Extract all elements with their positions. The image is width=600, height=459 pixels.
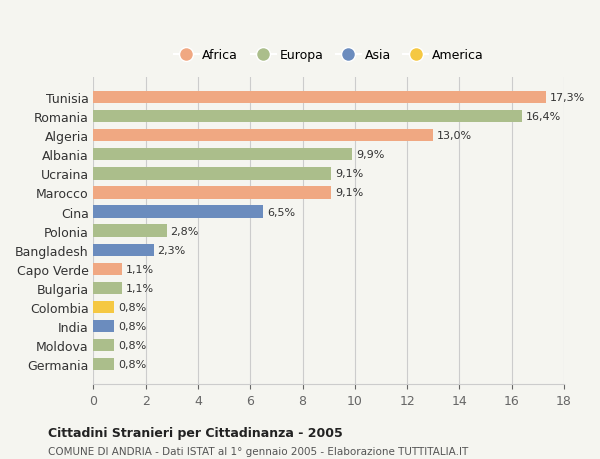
Text: 6,5%: 6,5%	[267, 207, 295, 217]
Text: COMUNE DI ANDRIA - Dati ISTAT al 1° gennaio 2005 - Elaborazione TUTTITALIA.IT: COMUNE DI ANDRIA - Dati ISTAT al 1° genn…	[48, 447, 468, 456]
Bar	[94, 92, 545, 104]
Bar	[94, 130, 433, 142]
Legend: Africa, Europa, Asia, America: Africa, Europa, Asia, America	[169, 44, 489, 67]
Text: 9,9%: 9,9%	[356, 150, 385, 160]
Bar	[94, 301, 115, 313]
Bar	[94, 111, 522, 123]
Bar	[94, 149, 352, 161]
Bar	[94, 263, 122, 275]
Text: 2,8%: 2,8%	[170, 226, 199, 236]
Text: 2,3%: 2,3%	[158, 245, 186, 255]
Text: 9,1%: 9,1%	[335, 188, 364, 198]
Bar	[94, 206, 263, 218]
Text: Cittadini Stranieri per Cittadinanza - 2005: Cittadini Stranieri per Cittadinanza - 2…	[48, 426, 343, 439]
Text: 0,8%: 0,8%	[118, 341, 146, 350]
Text: 17,3%: 17,3%	[550, 93, 585, 103]
Bar	[94, 225, 167, 237]
Bar	[94, 244, 154, 257]
Text: 13,0%: 13,0%	[437, 131, 472, 141]
Text: 0,8%: 0,8%	[118, 302, 146, 312]
Bar	[94, 320, 115, 333]
Text: 0,8%: 0,8%	[118, 321, 146, 331]
Bar	[94, 339, 115, 352]
Bar	[94, 358, 115, 371]
Text: 9,1%: 9,1%	[335, 169, 364, 179]
Bar	[94, 187, 331, 199]
Text: 16,4%: 16,4%	[526, 112, 562, 122]
Text: 0,8%: 0,8%	[118, 359, 146, 369]
Text: 1,1%: 1,1%	[126, 264, 154, 274]
Bar	[94, 168, 331, 180]
Bar	[94, 282, 122, 295]
Text: 1,1%: 1,1%	[126, 283, 154, 293]
